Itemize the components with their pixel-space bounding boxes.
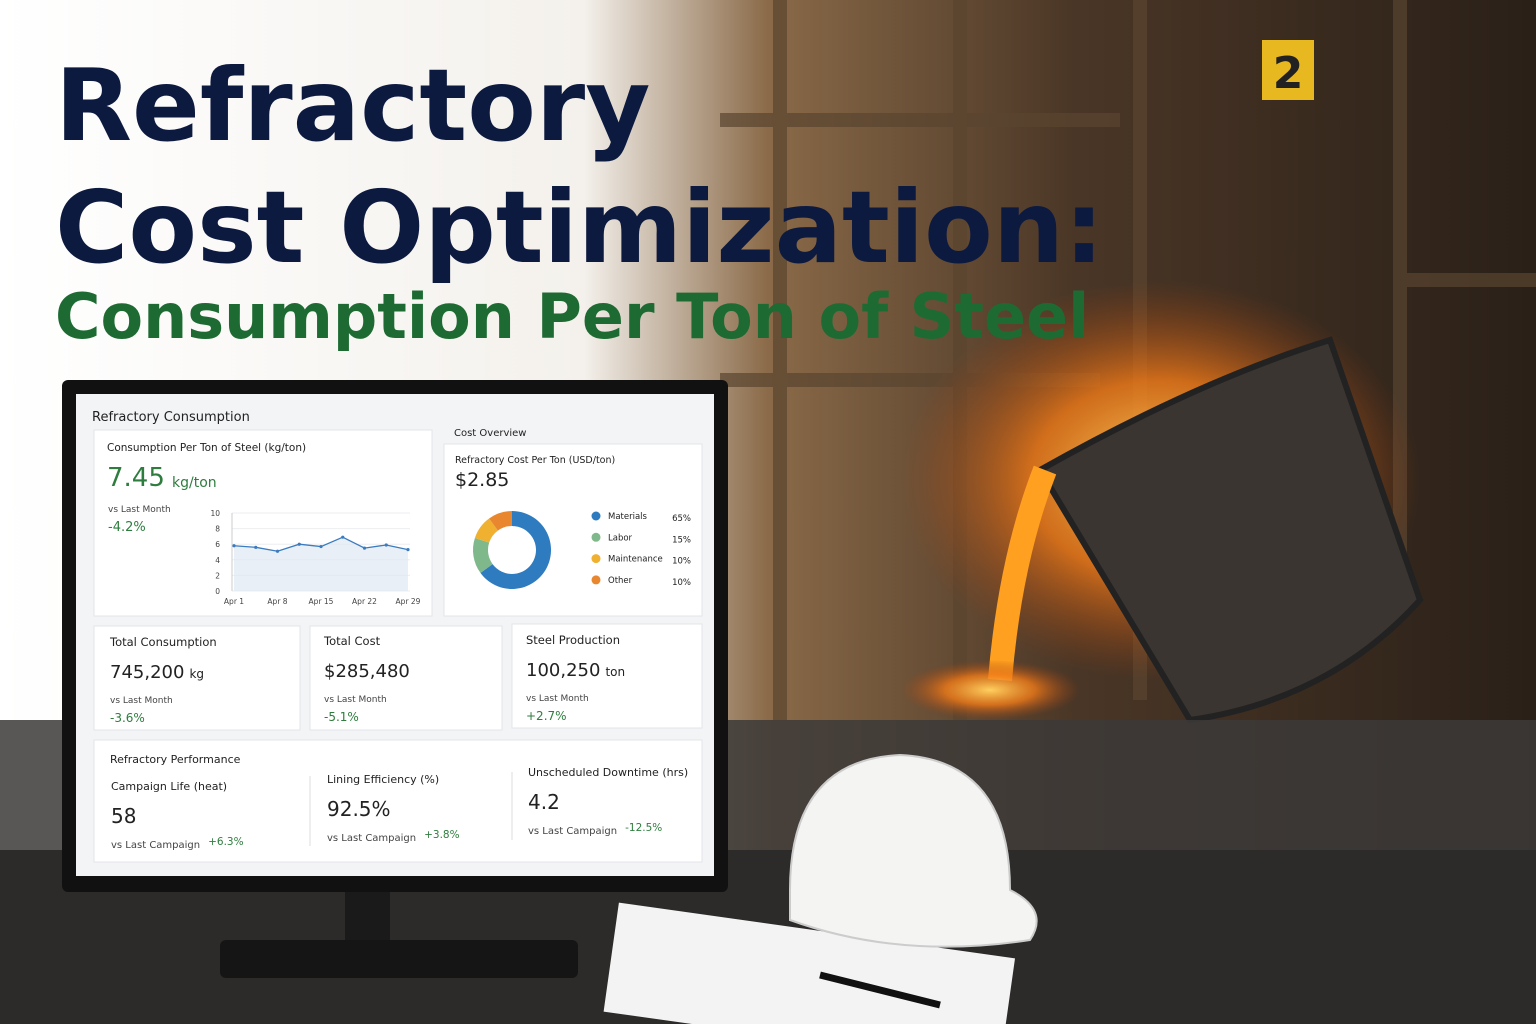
legend-value: 65% (672, 514, 691, 524)
legend-value: 15% (672, 535, 691, 545)
legend-label: Maintenance (608, 555, 663, 565)
dashboard-title: Refractory Consumption (92, 410, 250, 425)
compare: vs Last Campaign (111, 840, 200, 851)
section-title: Refractory Performance (110, 753, 241, 766)
splash (900, 660, 1080, 720)
compare: vs Last Month (110, 696, 173, 706)
y-tick-label: 8 (215, 525, 220, 534)
x-tick-label: Apr 1 (224, 597, 244, 606)
metric-value: 58 (111, 804, 136, 828)
legend-label: Materials (608, 512, 648, 522)
donut-segment (473, 537, 493, 573)
kpi-value: $285,480 (324, 661, 410, 682)
card-label: Total Consumption (109, 635, 217, 649)
hard-hat (789, 753, 1038, 948)
compare: vs Last Month (108, 505, 171, 515)
y-tick-label: 6 (215, 540, 220, 549)
compare: vs Last Month (324, 695, 387, 705)
kpi-unit: kg (189, 667, 204, 681)
point (406, 548, 410, 552)
x-tick-label: Apr 29 (396, 597, 421, 606)
legend-swatch (591, 511, 601, 521)
kpi-value: 7.45 (107, 463, 165, 493)
area (234, 537, 408, 591)
x-tick-label: Apr 15 (309, 597, 334, 606)
kpi-value: $2.85 (455, 469, 509, 491)
point (319, 544, 323, 549)
y-tick-label: 4 (215, 556, 220, 565)
y-tick-label: 0 (215, 587, 220, 596)
card-label: Total Cost (323, 634, 381, 648)
kpi-unit: ton (605, 665, 625, 679)
change: +3.8% (424, 829, 459, 841)
x-tick-label: Apr 8 (267, 597, 287, 606)
sign-number: 2 (1273, 48, 1304, 99)
change: +2.7% (526, 709, 567, 723)
compare: vs Last Campaign (528, 826, 617, 837)
legend-value: 10% (672, 557, 691, 567)
subtitle: Consumption Per Ton of Steel (55, 280, 1089, 353)
change: -5.1% (324, 710, 359, 724)
point (362, 546, 367, 550)
metric-label: Unscheduled Downtime (hrs) (528, 766, 688, 779)
metric-value: 92.5% (327, 797, 391, 821)
legend-value: 10% (672, 578, 691, 588)
card-label: Refractory Cost Per Ton (USD/ton) (455, 455, 615, 466)
point (275, 549, 280, 553)
change: -3.6% (110, 711, 145, 725)
legend-swatch (591, 532, 601, 542)
kpi-unit: kg/ton (172, 475, 217, 491)
metric-label: Campaign Life (heat) (111, 780, 227, 793)
change: -12.5% (625, 822, 662, 834)
metric-label: Lining Efficiency (%) (327, 773, 439, 786)
change: -4.2% (108, 520, 146, 535)
section-title: Cost Overview (454, 428, 527, 439)
card-label: Consumption Per Ton of Steel (kg/ton) (107, 442, 306, 454)
point (297, 542, 301, 546)
y-tick-label: 2 (215, 571, 220, 580)
point (254, 545, 258, 549)
title: Refractory (55, 47, 650, 164)
donut-segment (489, 511, 512, 531)
donut-segment (480, 511, 551, 589)
point (384, 543, 388, 547)
point (341, 535, 345, 539)
y-tick-label: 10 (210, 509, 220, 518)
kpi-value: 100,250 (526, 660, 600, 681)
change: +6.3% (208, 836, 243, 848)
sign (1262, 40, 1314, 100)
metric-value: 4.2 (528, 790, 560, 814)
ladle (1035, 336, 1424, 724)
legend-swatch (591, 575, 601, 585)
legend-label: Other (608, 576, 633, 586)
legend-label: Labor (608, 533, 633, 543)
card-label: Steel Production (526, 633, 620, 647)
point (232, 544, 236, 548)
kpi-value: 745,200 (110, 662, 184, 683)
legend-swatch (591, 554, 601, 564)
compare: vs Last Campaign (327, 833, 416, 844)
cards (93, 429, 703, 863)
title: Cost Optimization: (55, 169, 1104, 286)
monitor-base (220, 940, 578, 978)
molten-stream (988, 465, 1057, 681)
pen (819, 971, 941, 1009)
clipboard (603, 902, 1016, 1024)
x-tick-label: Apr 22 (352, 597, 377, 606)
compare: vs Last Month (526, 694, 589, 704)
donut-segment (474, 518, 498, 543)
